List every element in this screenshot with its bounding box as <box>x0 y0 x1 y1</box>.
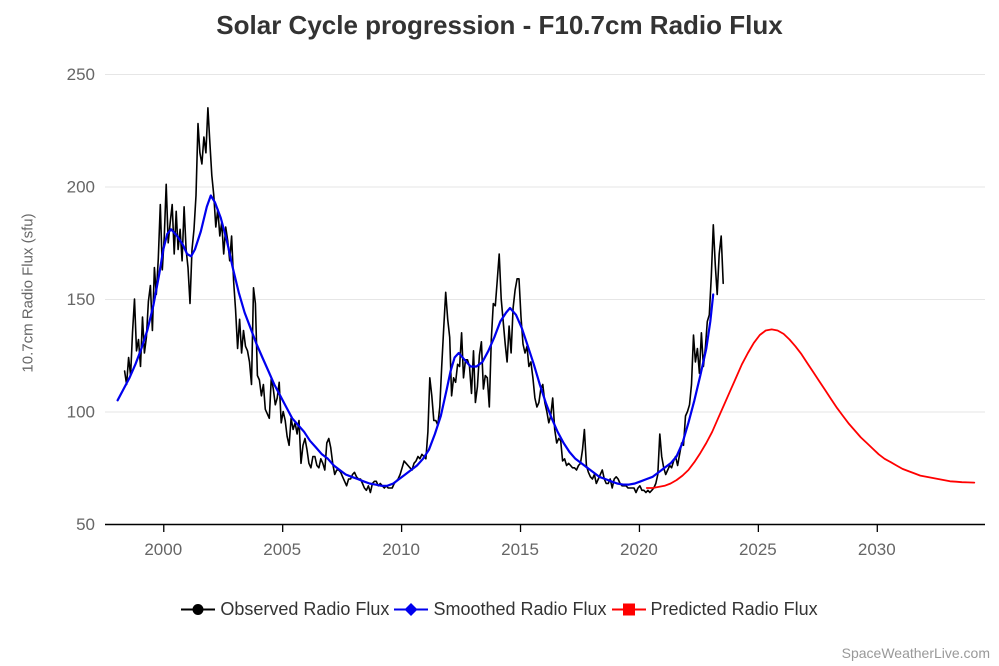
series-predicted-radio-flux <box>645 328 976 489</box>
y-tick-label-100: 100 <box>67 403 95 422</box>
legend-item-smoothed[interactable]: Smoothed Radio Flux <box>394 599 607 620</box>
x-tick-label-2020: 2020 <box>620 540 658 559</box>
x-tick-label-2030: 2030 <box>858 540 896 559</box>
x-tick-label-2015: 2015 <box>501 540 539 559</box>
predicted-line-square-icon <box>611 602 646 617</box>
series-smoothed-radio-flux <box>116 194 715 487</box>
x-tick-label-2000: 2000 <box>144 540 182 559</box>
legend-item-predicted[interactable]: Predicted Radio Flux <box>611 599 818 620</box>
legend-label: Smoothed Radio Flux <box>433 599 607 619</box>
observed-line-circle-icon <box>181 602 216 617</box>
y-tick-label-250: 250 <box>67 65 95 84</box>
legend-label: Predicted Radio Flux <box>650 599 818 619</box>
legend-item-observed[interactable]: Observed Radio Flux <box>181 599 389 620</box>
y-tick-label-150: 150 <box>67 290 95 309</box>
legend: Observed Radio Flux Smoothed Radio Flux … <box>0 599 999 620</box>
page-title: Solar Cycle progression - F10.7cm Radio … <box>216 10 783 40</box>
x-tick-label-2025: 2025 <box>739 540 777 559</box>
y-axis-title: 10.7cm Radio Flux (sfu) <box>19 213 37 373</box>
x-tick-label-2010: 2010 <box>382 540 420 559</box>
smoothed-line-diamond-icon <box>394 602 429 617</box>
watermark: SpaceWeatherLive.com <box>841 645 990 661</box>
y-tick-label-50: 50 <box>76 515 95 534</box>
legend-label: Observed Radio Flux <box>220 599 390 619</box>
series-observed-radio-flux <box>123 107 725 494</box>
x-tick-label-2005: 2005 <box>263 540 301 559</box>
chart-plot[interactable]: 50 100 150 200 250 2000 2005 2010 2015 2020 2025 20… <box>0 0 999 592</box>
y-tick-label-200: 200 <box>67 178 95 197</box>
